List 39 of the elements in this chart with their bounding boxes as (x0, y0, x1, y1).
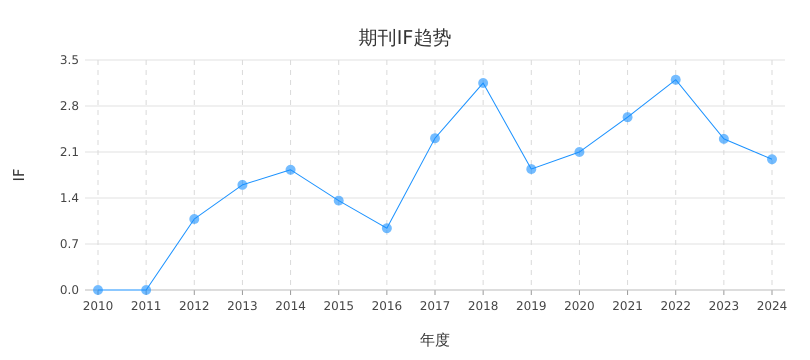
x-tick-label: 2012 (179, 299, 210, 313)
y-tick-label: 0.7 (60, 237, 79, 251)
y-axis-title: IF (10, 168, 28, 182)
x-tick-label: 2018 (468, 299, 498, 313)
x-tick-label: 2020 (564, 299, 595, 313)
point (526, 164, 536, 174)
point (141, 285, 152, 295)
x-tick-label: 2015 (323, 299, 354, 313)
x-tick-label: 2017 (420, 299, 450, 313)
x-tick-label: 2016 (372, 299, 402, 313)
point (334, 196, 344, 206)
point (382, 223, 392, 234)
point (93, 285, 103, 295)
x-tick-label: 2023 (708, 299, 740, 313)
point (767, 154, 777, 164)
point (478, 78, 488, 88)
x-tick-label: 2024 (756, 299, 788, 313)
point (670, 74, 681, 85)
x-tick-label: 2013 (227, 299, 258, 313)
x-tick-label: 2010 (82, 299, 114, 313)
point (574, 147, 584, 157)
x-tick-label: 2022 (660, 299, 691, 313)
y-tick-label: 3.5 (60, 53, 79, 67)
point (286, 164, 296, 175)
x-tick-label: 2021 (612, 299, 643, 313)
x-tick-label: 2019 (516, 299, 547, 313)
x-tick-label: 2014 (275, 299, 306, 313)
point (237, 180, 248, 190)
y-tick-label: 2.1 (60, 145, 79, 159)
y-tick-label: 1.4 (60, 191, 79, 205)
point (189, 214, 200, 224)
point (718, 134, 729, 144)
x-axis-title: 年度 (420, 331, 450, 349)
y-tick-label: 0.0 (60, 283, 79, 297)
x-tick-label: 2011 (130, 299, 162, 313)
chart-title: 期刊IF趋势 (358, 27, 452, 49)
point (430, 133, 440, 144)
y-tick-label: 2.8 (60, 99, 79, 113)
point (622, 112, 633, 122)
